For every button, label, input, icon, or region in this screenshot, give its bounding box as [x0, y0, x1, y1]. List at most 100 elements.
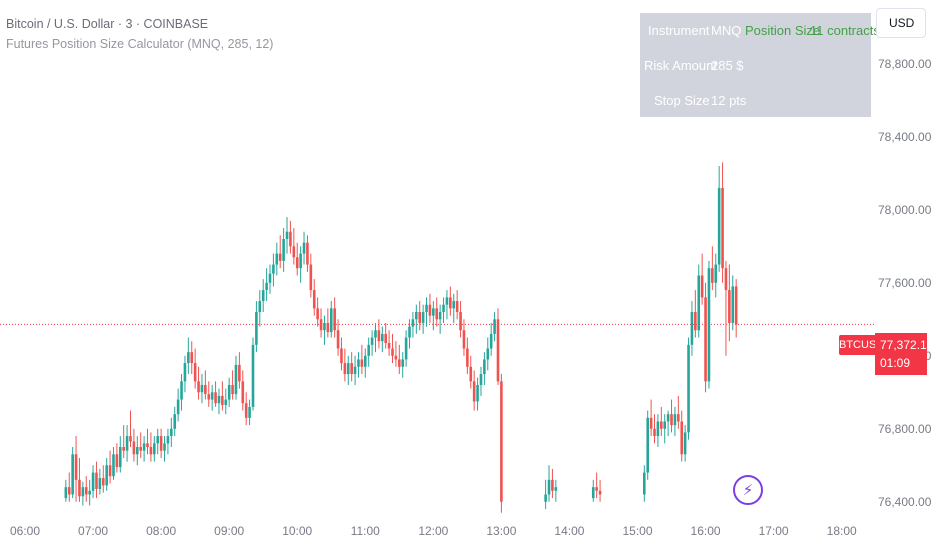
candle-3 [74, 436, 78, 502]
candle-body [329, 308, 333, 333]
candle-146 [677, 395, 680, 429]
candle-body [78, 479, 81, 497]
candle-body [547, 479, 551, 495]
candle-body [459, 312, 462, 331]
candle-body [272, 264, 275, 274]
candle-body [724, 268, 728, 291]
candle-99 [401, 352, 405, 378]
candle-155 [707, 260, 711, 389]
candle-85 [353, 355, 357, 385]
candle-body [241, 381, 245, 404]
candle-73 [312, 279, 316, 316]
candle-body [67, 487, 71, 495]
candle-132 [554, 479, 558, 502]
candle-body [493, 319, 496, 334]
candle-25 [149, 432, 153, 462]
candle-94 [384, 322, 387, 349]
candle-body [377, 330, 381, 342]
candle-51 [238, 352, 241, 389]
candle-body [353, 366, 357, 375]
candle-body [163, 443, 166, 451]
candle-135 [598, 479, 602, 502]
candle-body [81, 487, 85, 497]
candle-body [380, 333, 384, 342]
candle-154 [704, 282, 707, 393]
bar-countdown: 01:09 [880, 356, 911, 370]
candle-111 [442, 297, 445, 323]
candle-body [183, 363, 187, 382]
candle-body [214, 392, 217, 404]
currency-button[interactable]: USD [876, 8, 926, 38]
candle-130 [547, 465, 551, 502]
time-axis[interactable]: 06:00 07:00 08:00 09:00 10:00 11:00 12:00 13:00… [10, 524, 857, 538]
candle-body [700, 275, 704, 298]
candle-100 [404, 330, 408, 367]
candle-40 [200, 374, 204, 404]
candle-body [149, 447, 153, 455]
candle-113 [449, 286, 452, 316]
candle-body [156, 436, 160, 444]
candle-body [476, 384, 479, 402]
candle-105 [421, 304, 425, 334]
candle-body [489, 333, 493, 349]
x-tick-label: 17:00 [759, 524, 789, 538]
candle-body [496, 319, 500, 382]
candle-body [170, 428, 173, 437]
candle-body [285, 231, 289, 240]
candle-66 [289, 220, 292, 254]
candle-89 [367, 337, 370, 367]
candle-body [176, 399, 180, 415]
candle-68 [295, 242, 299, 276]
candle-body [411, 319, 415, 327]
candle-body [159, 436, 163, 451]
candle-body [707, 268, 711, 382]
candle-139 [653, 414, 656, 444]
candle-14 [112, 447, 115, 480]
candle-57 [258, 290, 262, 327]
candle-77 [326, 308, 330, 338]
candle-59 [265, 268, 268, 302]
candle-60 [268, 264, 272, 294]
x-tick-label: 11:00 [351, 524, 380, 538]
candle-body [193, 363, 197, 382]
candle-106 [425, 297, 428, 327]
candle-96 [391, 333, 394, 364]
candle-body [244, 403, 248, 418]
candle-33 [176, 388, 180, 422]
symbol-title[interactable]: Bitcoin / U.S. Dollar · 3 · COINBASE [6, 17, 209, 31]
candle-86 [357, 352, 360, 378]
candle-body [292, 246, 296, 258]
candle-body [173, 414, 177, 429]
candle-23 [142, 436, 146, 462]
candle-123 [483, 352, 486, 385]
candle-28 [159, 428, 163, 458]
candle-58 [261, 279, 265, 312]
candle-body [258, 301, 262, 312]
candle-body [210, 392, 214, 400]
lightning-bolt-icon[interactable]: ⚡ [733, 475, 763, 505]
candles-layer [64, 162, 738, 513]
candle-body [394, 355, 398, 360]
candle-17 [122, 425, 125, 458]
candle-body [302, 242, 306, 254]
candle-24 [146, 428, 149, 455]
candle-body [714, 264, 718, 283]
candle-body [554, 487, 558, 491]
candle-body [544, 494, 547, 502]
price-axis[interactable]: 76,400.0076,800.0077,200.0077,600.0078,0… [878, 57, 932, 509]
candle-114 [452, 293, 456, 323]
candle-108 [432, 301, 435, 331]
table-row-risk: Risk Amount 285 $ [640, 48, 871, 82]
candle-121 [476, 377, 479, 411]
risk-amount-label: Risk Amount [644, 58, 717, 73]
indicator-title[interactable]: Futures Position Size Calculator (MNQ, 2… [6, 37, 274, 51]
candle-109 [435, 297, 439, 327]
candle-body [227, 384, 231, 400]
candle-body [336, 330, 340, 349]
candle-107 [428, 293, 432, 323]
candle-body [734, 286, 738, 325]
x-tick-label: 07:00 [78, 524, 108, 538]
candle-body [122, 447, 125, 451]
candle-body [289, 231, 292, 247]
